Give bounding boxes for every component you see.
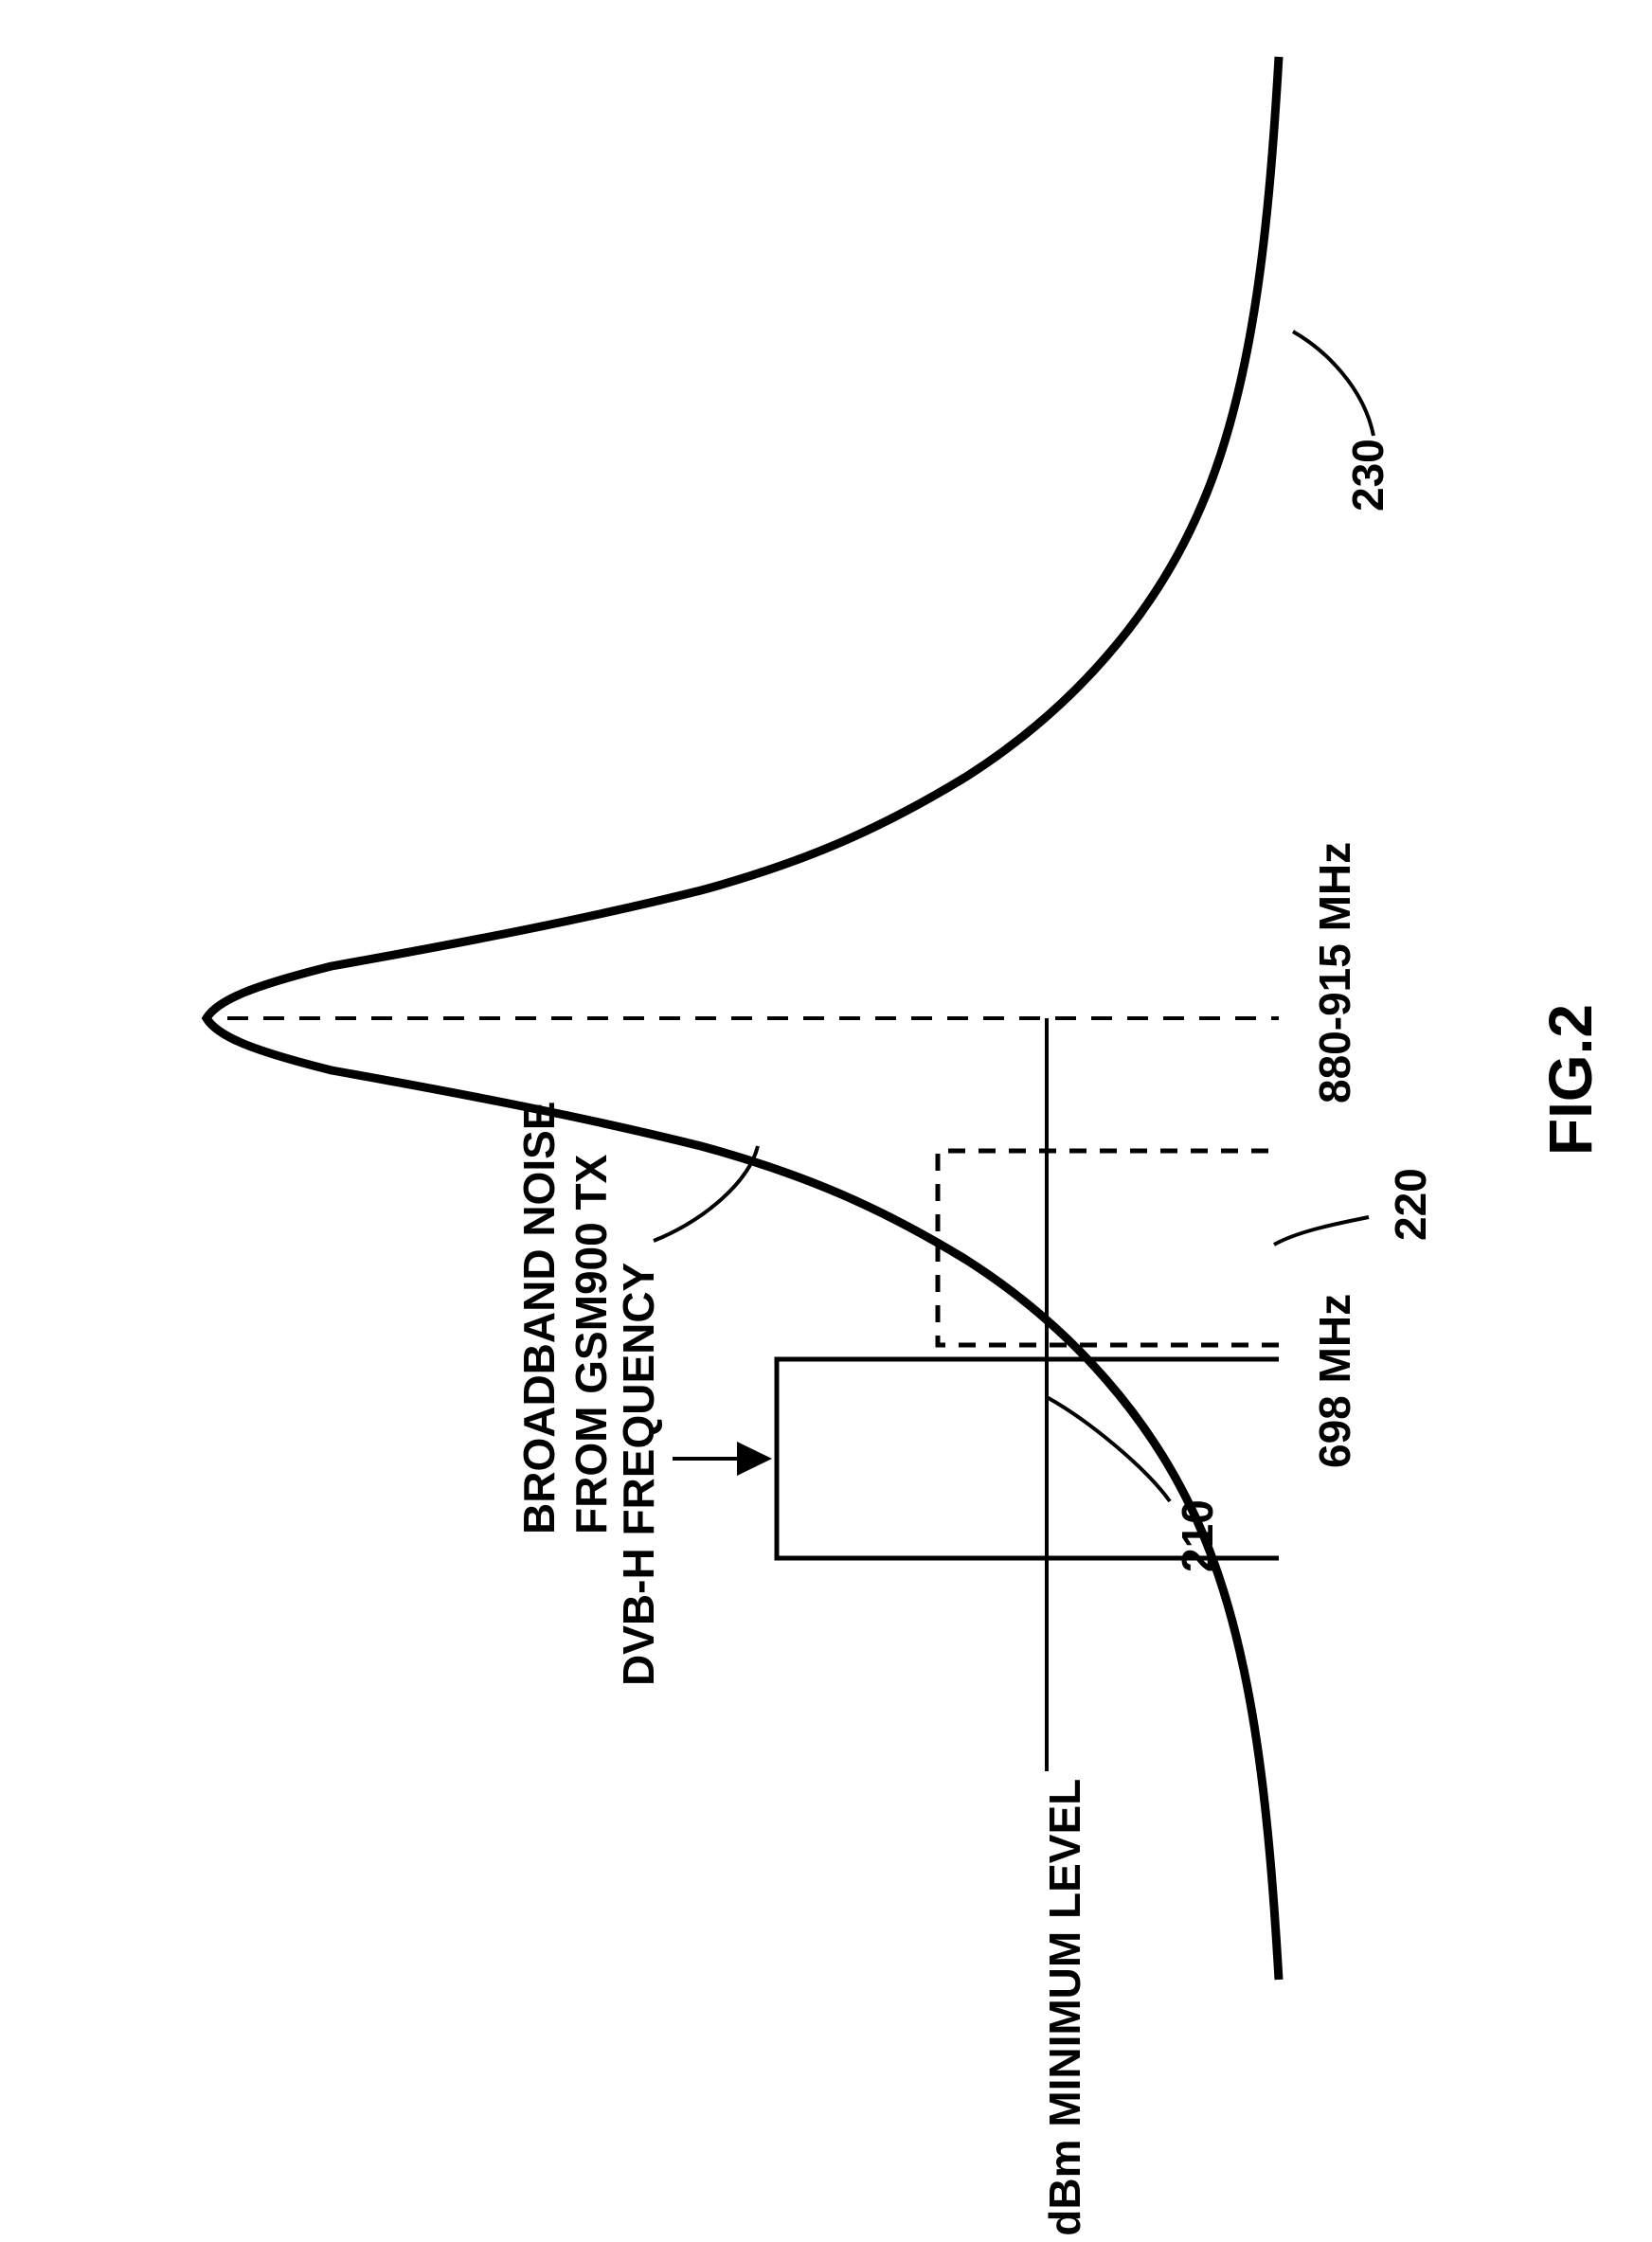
label-freq-high: 880-915 MHz: [1310, 842, 1359, 1103]
label-ref-210: 210: [1173, 1499, 1222, 1572]
label-freq-low: 698 MHz: [1310, 1294, 1359, 1468]
label-min-level: -94 dBm MINIMUM LEVEL: [1040, 1779, 1089, 2242]
label-broadband-noise-2: FROM GSM900 TX: [566, 1154, 616, 1534]
label-dvbh-freq: DVB-H FREQUENCY: [614, 1263, 663, 1686]
label-ref-230: 230: [1343, 439, 1392, 511]
label-broadband-noise-1: BROADBAND NOISE: [514, 1102, 564, 1534]
lead-210: [1047, 1397, 1170, 1501]
dvbh-arrow-head: [737, 1442, 772, 1476]
lead-230: [1293, 332, 1374, 436]
label-ref-220: 220: [1386, 1168, 1435, 1241]
dvbh-signal-220: [938, 1151, 1279, 1345]
lead-220: [1274, 1217, 1369, 1245]
figure-caption: FIG.2: [1536, 1004, 1605, 1156]
